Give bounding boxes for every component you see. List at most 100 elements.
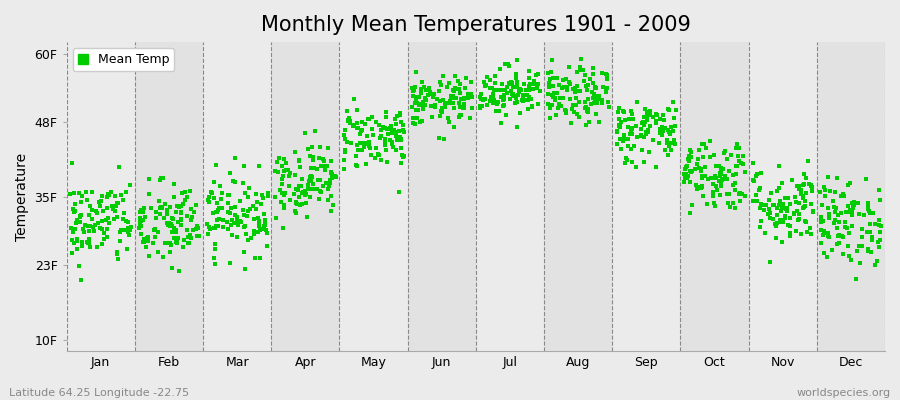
Point xyxy=(357,141,372,148)
Point xyxy=(74,212,88,218)
Point xyxy=(549,112,563,118)
Point xyxy=(614,146,628,152)
Point xyxy=(733,198,747,205)
Point xyxy=(660,140,674,146)
Point xyxy=(454,96,468,103)
Point xyxy=(613,122,627,128)
Point xyxy=(449,94,464,101)
Point xyxy=(610,128,625,135)
Point xyxy=(653,115,668,122)
Point xyxy=(488,80,502,87)
Point xyxy=(770,212,784,218)
Point xyxy=(486,95,500,102)
Point xyxy=(499,112,513,118)
Point xyxy=(448,95,463,101)
Point xyxy=(564,106,579,112)
Point xyxy=(392,112,407,118)
Point xyxy=(166,194,181,200)
Point xyxy=(238,190,252,196)
Point xyxy=(350,120,365,127)
Point xyxy=(340,117,355,124)
Point xyxy=(301,186,315,193)
Point xyxy=(141,234,156,240)
Point xyxy=(763,210,778,216)
Point xyxy=(745,177,760,184)
Point xyxy=(378,125,392,131)
Bar xyxy=(612,42,680,351)
Point xyxy=(97,236,112,242)
Point xyxy=(682,210,697,216)
Point xyxy=(683,147,698,153)
Point xyxy=(563,120,578,126)
Point xyxy=(452,100,466,106)
Point xyxy=(543,104,557,111)
Point xyxy=(141,176,156,182)
Point xyxy=(695,184,709,190)
Point xyxy=(789,199,804,206)
Point xyxy=(700,201,715,207)
Point xyxy=(190,233,204,240)
Point xyxy=(418,102,432,108)
Point xyxy=(464,105,479,112)
Point xyxy=(271,169,285,175)
Point xyxy=(249,191,264,198)
Point xyxy=(462,95,476,101)
Point xyxy=(374,135,388,142)
Point xyxy=(541,91,555,97)
Point xyxy=(137,204,151,211)
Point xyxy=(114,192,129,198)
Point xyxy=(655,125,670,132)
Point xyxy=(588,85,602,91)
Point xyxy=(308,128,322,134)
Point xyxy=(278,190,293,196)
Point xyxy=(260,230,274,236)
Point xyxy=(543,76,557,82)
Point xyxy=(513,86,527,92)
Point xyxy=(116,215,130,222)
Point xyxy=(133,209,148,216)
Point xyxy=(282,173,296,179)
Point xyxy=(821,229,835,236)
Point xyxy=(358,120,373,127)
Point xyxy=(722,168,736,174)
Point xyxy=(706,193,721,200)
Point xyxy=(459,75,473,81)
Point xyxy=(276,192,291,198)
Point xyxy=(427,91,441,97)
Point xyxy=(220,200,235,206)
Point xyxy=(770,205,784,211)
Point xyxy=(566,86,580,93)
Point xyxy=(392,134,407,140)
Point xyxy=(626,124,640,131)
Bar xyxy=(817,42,885,351)
Point xyxy=(306,181,320,187)
Point xyxy=(630,99,644,105)
Point xyxy=(548,96,562,103)
Point xyxy=(190,222,204,229)
Point xyxy=(419,96,434,103)
Point xyxy=(207,195,221,202)
Point xyxy=(609,140,624,147)
Point xyxy=(357,140,372,146)
Point xyxy=(779,205,794,211)
Point xyxy=(418,86,433,93)
Point xyxy=(828,189,842,195)
Point xyxy=(568,85,582,92)
Point xyxy=(158,201,172,208)
Point xyxy=(598,71,613,78)
Point xyxy=(256,223,271,230)
Point xyxy=(76,229,91,236)
Point xyxy=(444,93,458,99)
Point xyxy=(508,100,522,106)
Point xyxy=(394,136,409,142)
Point xyxy=(155,205,169,212)
Point xyxy=(722,191,736,197)
Point xyxy=(624,108,638,114)
Point xyxy=(167,225,182,231)
Point xyxy=(662,143,676,149)
Point xyxy=(207,255,221,261)
Point xyxy=(590,100,605,107)
Point xyxy=(174,215,188,222)
Point xyxy=(116,196,130,203)
Point xyxy=(93,224,107,231)
